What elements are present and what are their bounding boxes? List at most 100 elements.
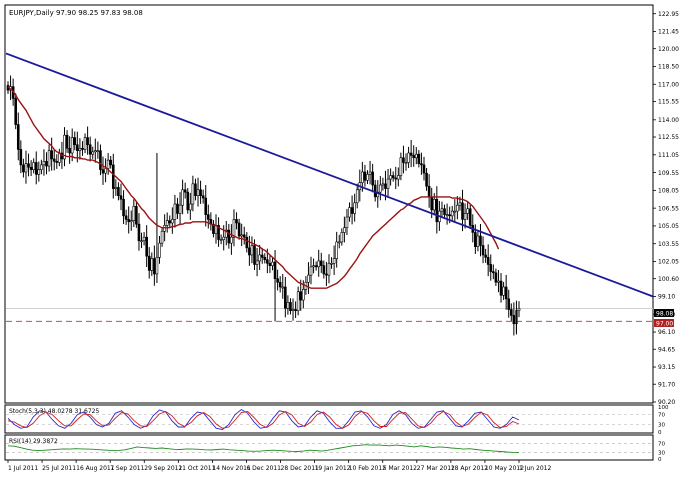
candle-body [322, 265, 326, 275]
rsi-title: RSI(14) 29.3872 [9, 438, 58, 445]
stochastic-level-label: 100 [658, 405, 669, 411]
candle-body [227, 229, 231, 244]
candle-body [217, 225, 220, 240]
candle-body [78, 147, 82, 151]
price-tick-label: 99.10 [658, 294, 675, 301]
candle-body [319, 260, 323, 266]
candle-body [91, 151, 95, 155]
candle-body [242, 234, 246, 238]
candle-body [427, 185, 431, 198]
candle-body [183, 189, 187, 193]
candle-body [55, 161, 59, 163]
candle-body [189, 203, 192, 211]
candle-body [278, 281, 282, 288]
candle-body [52, 158, 56, 162]
stochastic-panel-frame[interactable] [4, 404, 654, 434]
candle-body [83, 137, 87, 150]
price-panel-frame[interactable] [4, 4, 654, 404]
candle-body [332, 258, 336, 264]
candle-body [474, 232, 477, 247]
candle-body [476, 235, 480, 247]
date-tick-label: 18 Apr 2012 [451, 465, 488, 472]
candle-body [512, 315, 516, 325]
candle-body [204, 197, 208, 215]
rsi-panel-frame[interactable] [4, 434, 654, 461]
price-axis: 122.95 121.45 120.00 118.50 117.00 115.55 114.… [653, 11, 679, 406]
candle-body [81, 147, 84, 150]
candle-body [109, 159, 113, 166]
candle-body [232, 219, 236, 238]
candle-body [40, 164, 43, 170]
candle-body [399, 157, 403, 176]
candle-body [70, 137, 74, 154]
candle-body [312, 265, 315, 268]
candle-body [32, 162, 35, 170]
candle-body [461, 202, 464, 220]
candle-body [122, 198, 125, 217]
rsi-level-label: 30 [658, 450, 665, 456]
candle-body [50, 150, 53, 160]
candle-body [381, 183, 385, 186]
current-price-label-box [654, 309, 674, 317]
candle-body [420, 163, 423, 166]
candle-body [386, 178, 390, 189]
candle-body [384, 183, 387, 189]
candle-body [363, 171, 367, 181]
candle-body [507, 298, 511, 310]
candle-body [124, 215, 128, 220]
candle-body [196, 189, 200, 197]
stochastic-title: Stoch(5,3,3) 48.0278 31.6725 [9, 408, 100, 415]
candle-body [160, 230, 164, 244]
candle-body [106, 159, 110, 169]
candle-body [327, 262, 331, 276]
candle-body [479, 235, 482, 246]
candle-body [127, 219, 130, 223]
date-tick-label: 10 Feb 2012 [349, 465, 387, 472]
candle-body [237, 222, 241, 237]
candle-body [330, 262, 333, 265]
candle-body [502, 286, 505, 296]
candle-body [250, 245, 254, 256]
candle-body [173, 203, 177, 220]
candle-body [271, 261, 274, 266]
candle-body [47, 150, 51, 167]
price-tick-label: 94.65 [658, 346, 675, 353]
date-tick-label: 14 Nov 2011 [212, 465, 251, 472]
price-tick-label: 121.45 [658, 29, 679, 36]
candle-body [248, 247, 251, 256]
candle-body [111, 164, 115, 189]
candle-body [492, 271, 495, 274]
candle-body [517, 308, 521, 312]
candle-body [458, 202, 462, 206]
candle-body [206, 214, 210, 220]
candle-body [299, 291, 303, 301]
candle-body [240, 234, 243, 237]
candle-body [266, 259, 269, 264]
candle-body [302, 289, 305, 301]
candle-body [117, 187, 120, 197]
current-price-label: 98.08 [656, 311, 673, 318]
stochastic-main-line [7, 408, 520, 430]
candle-body [366, 174, 369, 181]
candle-body [191, 183, 195, 205]
candle-body [224, 229, 228, 238]
candle-body [443, 208, 446, 215]
candle-body [353, 202, 356, 214]
candle-body [371, 171, 374, 186]
candle-body [422, 164, 426, 174]
candle-body [497, 280, 500, 283]
price-tick-label: 103.55 [658, 241, 679, 248]
rsi-level-label: 0 [658, 457, 662, 463]
candle-body [34, 162, 38, 175]
candle-body [147, 255, 151, 271]
candle-body [453, 210, 457, 213]
trend-line[interactable] [5, 52, 654, 298]
candle-body [135, 206, 138, 225]
candle-body [509, 309, 513, 316]
price-tick-label: 117.00 [658, 81, 679, 88]
candle-body [361, 171, 364, 183]
candle-body [414, 153, 418, 159]
candle-body [142, 236, 146, 242]
price-tick-label: 100.60 [658, 276, 679, 283]
